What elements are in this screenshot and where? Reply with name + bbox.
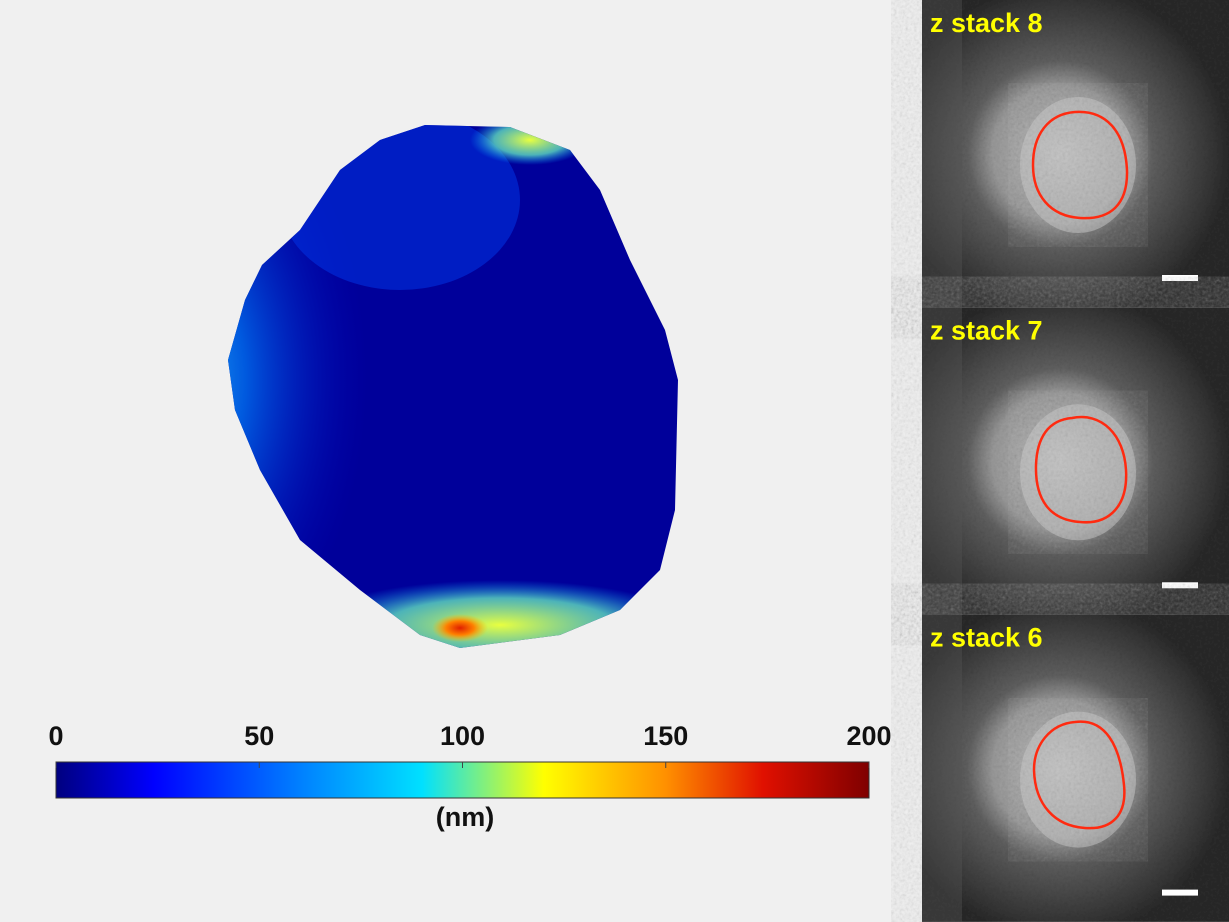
zstack-panel: z stack 6 — [922, 615, 1229, 922]
zstack-panel: z stack 8 — [922, 0, 1229, 307]
figure: (nm) 050100150200 z stack 8z stack 7z st… — [0, 0, 1229, 922]
colorbar-tick-label: 200 — [846, 721, 891, 751]
colorbar-label: (nm) — [436, 802, 494, 832]
cell-glow — [1020, 97, 1136, 233]
colorbar: (nm) 0 50 100 150 200 — [48, 721, 891, 832]
panel-bg-stripe — [922, 615, 962, 922]
panel-label: z stack 8 — [930, 8, 1043, 38]
nucleus-render — [130, 110, 690, 670]
panel-label: z stack 7 — [930, 315, 1043, 345]
scale-bar — [1162, 275, 1198, 281]
panel-label: z stack 6 — [930, 623, 1043, 653]
colorbar-tick-label: 150 — [643, 721, 688, 751]
cell-glow — [1020, 404, 1136, 540]
scale-bar — [1162, 890, 1198, 896]
panel-bg-stripe — [922, 0, 962, 307]
zstack-panel: z stack 7 — [922, 307, 1229, 614]
zstack-panels: z stack 8 z stack 7 z stack 6 — [922, 0, 1229, 922]
scale-bar — [1162, 582, 1198, 588]
colorbar-tick-label: 100 — [440, 721, 485, 751]
colorbar-tick-label: 0 — [48, 721, 63, 751]
panel-bg-stripe — [922, 307, 962, 614]
colorbar-tick-label: 50 — [244, 721, 274, 751]
